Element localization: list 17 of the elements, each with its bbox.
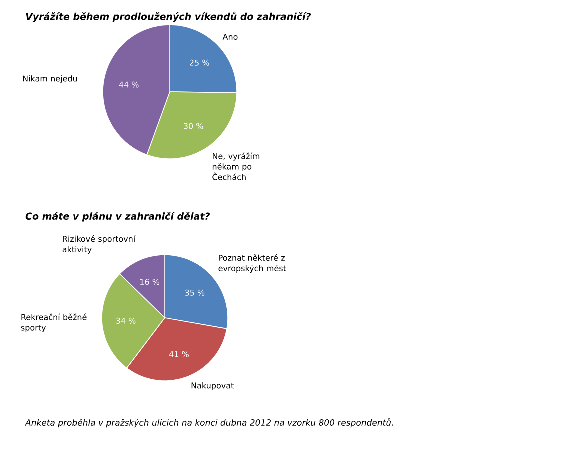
chart-title: Co máte v plánu v zahraničí dělat? xyxy=(26,212,210,222)
data-label: 30 % xyxy=(184,123,204,130)
slice-label: Ne, vyrážím někam po Čechách xyxy=(212,152,260,180)
slice-label: Rizikové sportovní aktivity xyxy=(62,236,136,254)
slice-label: Ano xyxy=(222,34,238,40)
data-label: 25 % xyxy=(190,60,210,66)
slice-label: Nakupovat xyxy=(192,382,234,390)
data-label: 41 % xyxy=(170,351,189,358)
slice-label: Poznat některé z evropských měst xyxy=(218,254,286,274)
text: Anketa proběhla v pražských ulicích na konci dubna 2012 na vzorku 800 respondentů. xyxy=(25,418,394,428)
chart-title: Vyrážíte během prodloužených víkendů do zahraničí? xyxy=(26,12,312,22)
data-label: 35 % xyxy=(185,290,205,296)
data-label: 16 % xyxy=(140,278,160,286)
slice-label: Nikam nejedu xyxy=(23,76,78,84)
slice-label: Rekreační běžné sporty xyxy=(21,314,87,332)
data-label: 34 % xyxy=(116,318,136,324)
data-label: 44 % xyxy=(119,82,139,88)
